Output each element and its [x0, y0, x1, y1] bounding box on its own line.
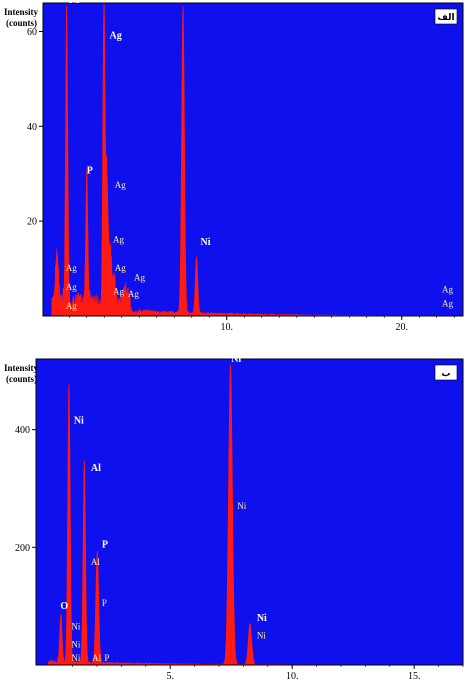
plot-frame [35, 358, 464, 666]
eds-spectrum-chart-bottom: Intensity(counts) 400 200 5. 10. 15. Ni Ni Al Ni P… [4, 354, 464, 682]
peak-label: Al [91, 463, 101, 474]
peak-label: Ni [183, 0, 193, 1]
y-tick-label: 20 [27, 217, 37, 228]
peak-label: Ag [113, 287, 124, 297]
y-tick-label: 60 [27, 27, 37, 38]
plot-area [36, 359, 463, 665]
peak-label: Ag [66, 282, 77, 292]
peak-label: Ag [113, 234, 124, 244]
peak-label: Ni [74, 416, 84, 427]
x-tick-label: 5. [166, 671, 174, 682]
spectrum-panel-bottom: Intensity (counts) 400 200 5. 10. 15. Ni Ni Al Ni P… [0, 352, 465, 683]
plot-area [43, 3, 463, 316]
peak-label: Ni [71, 639, 80, 649]
peak-label: Ag [115, 263, 126, 273]
plot-frame [42, 2, 464, 317]
y-tick-label: 200 [15, 543, 30, 554]
peak-label: P [87, 166, 93, 177]
peak-label: Ni [71, 653, 80, 663]
peak-label: Ni [257, 631, 266, 641]
peak-label: Ag [134, 272, 145, 282]
peak-label: P [102, 598, 107, 608]
peak-label: P [102, 539, 108, 550]
peak-label: Ni [231, 354, 241, 365]
y-tick-label: 400 [15, 425, 30, 436]
peak-label: Ag [115, 180, 126, 190]
y-axis-unit: (counts) [6, 374, 37, 384]
peak-label: Ag [442, 284, 453, 294]
panel-tag-box [434, 364, 458, 381]
panel-tag-label: الف [437, 13, 454, 23]
peak-label: Ag [442, 299, 453, 309]
panel-tag-box [434, 8, 458, 25]
peak-label: Al [91, 557, 100, 567]
y-axis-label: Intensity [4, 7, 39, 17]
peak-label: Ni [201, 237, 211, 248]
peak-label: Ag [128, 289, 139, 299]
y-tick-label: 40 [27, 122, 37, 133]
x-tick-label: 15. [408, 671, 421, 682]
panel-tag-label: ب [441, 369, 450, 379]
x-tick-label: 10. [286, 671, 299, 682]
y-axis-label: Intensity [4, 363, 39, 373]
peak-label: Ni [71, 622, 80, 632]
peak-label: O [60, 601, 68, 612]
peak-label: Ni [237, 501, 246, 511]
peak-label: Al [92, 653, 101, 663]
peak-label: Ag [110, 31, 122, 42]
peak-label: Ag [66, 263, 77, 273]
y-axis-unit: (counts) [6, 18, 37, 28]
spectrum-panel-top: Intensity(counts)60 40 20 10. 20. Ni Ag Ni P Ag Ag… [0, 0, 465, 330]
eds-spectrum-chart-top: Intensity(counts)60 40 20 10. 20. Ni Ag Ni P Ag Ag… [4, 0, 464, 330]
peak-label: Ni [257, 613, 267, 624]
x-tick-label: 10. [221, 322, 234, 330]
peak-label: P [104, 653, 109, 663]
x-tick-label: 20. [396, 322, 409, 330]
peak-label: Ag [66, 301, 77, 311]
peak-label: Ni [69, 0, 79, 6]
